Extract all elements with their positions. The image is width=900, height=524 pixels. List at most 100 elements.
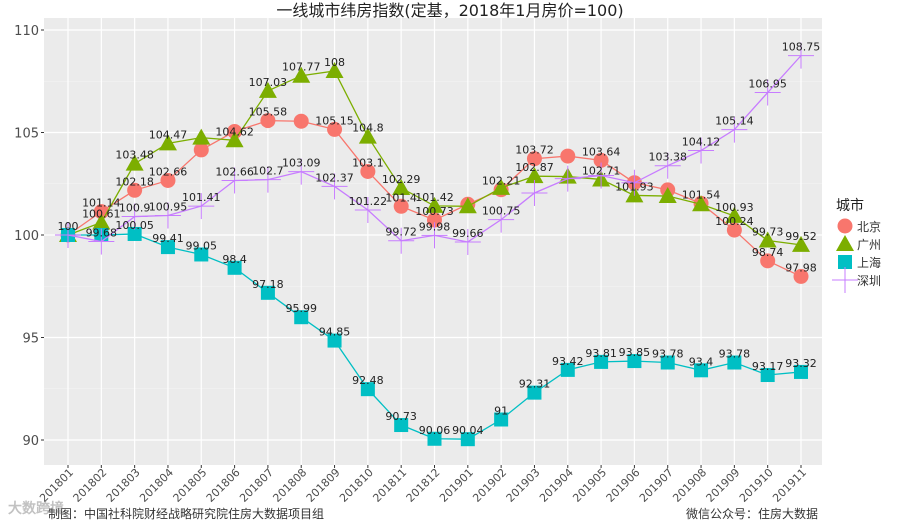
data-point (727, 355, 742, 370)
data-point (193, 142, 209, 158)
x-tick-label: 201812 (404, 466, 443, 505)
data-point (725, 206, 744, 223)
x-tick-label: 201808 (270, 466, 309, 505)
data-label: 104.47 (149, 128, 188, 141)
data-point (325, 62, 344, 78)
data-point (394, 418, 409, 433)
legend-key-circle (837, 218, 853, 234)
data-label: 99.73 (752, 226, 784, 239)
data-point (758, 231, 777, 248)
data-point (527, 385, 542, 400)
data-label: 97.98 (785, 261, 817, 274)
data-point (692, 195, 711, 212)
data-label: 103.09 (282, 157, 321, 170)
data-point (494, 412, 509, 427)
data-label: 102.29 (382, 173, 421, 186)
x-tick-label: 201805 (171, 466, 210, 505)
y-tick-label: 90 (22, 434, 39, 449)
data-label: 92.48 (352, 374, 384, 387)
data-point (127, 226, 142, 241)
x-tick-label: 201904 (537, 466, 576, 505)
data-point (327, 121, 343, 137)
data-point (292, 66, 311, 83)
x-tick-label: 201806 (204, 466, 243, 505)
data-label: 99.68 (86, 227, 118, 240)
series-square (61, 226, 808, 447)
data-label: 103.1 (352, 156, 384, 169)
data-label: 101.54 (682, 188, 721, 201)
data-label: 105.58 (249, 106, 288, 119)
data-point (227, 260, 242, 275)
data-point (658, 187, 677, 204)
data-label: 101.14 (82, 197, 121, 210)
data-label: 102.87 (515, 161, 554, 174)
data-label: 90.04 (452, 424, 484, 437)
data-point (127, 182, 143, 198)
y-tick-label: 110 (14, 24, 39, 39)
data-point (660, 355, 675, 370)
data-label: 100.73 (415, 205, 454, 218)
legend-label: 北京 (857, 220, 881, 234)
legend-label: 上海 (857, 255, 881, 270)
data-label: 98.74 (752, 246, 784, 259)
data-label: 108.75 (782, 41, 821, 54)
data-label: 100.24 (715, 215, 754, 228)
data-label: 104.12 (682, 136, 721, 149)
data-label: 93.78 (719, 348, 751, 361)
chart-title: 一线城市纬房指数(定基，2018年1月房价=100) (276, 1, 623, 20)
data-point (358, 127, 377, 144)
data-label: 90.06 (419, 424, 451, 437)
data-point (360, 382, 375, 397)
data-point (192, 128, 211, 145)
data-point (294, 310, 309, 325)
data-label: 107.77 (282, 61, 321, 74)
data-point (158, 134, 177, 151)
data-point (393, 198, 409, 214)
data-point (526, 151, 542, 167)
data-label: 101.41 (182, 191, 221, 204)
data-label: 100.61 (82, 207, 121, 220)
data-label: 100 (58, 220, 79, 233)
data-label: 103.48 (115, 149, 154, 162)
data-point (794, 364, 808, 379)
x-tick-label: 201911 (770, 466, 809, 505)
x-tick-label: 201809 (304, 466, 343, 505)
data-label: 91 (494, 405, 508, 418)
y-tick-label: 105 (14, 127, 39, 142)
y-tick-label: 100 (14, 229, 39, 244)
data-label: 106.95 (748, 78, 787, 91)
data-point (593, 152, 609, 168)
data-point (160, 172, 176, 188)
data-label: 105.14 (715, 115, 754, 128)
data-point (92, 213, 111, 230)
data-point (560, 148, 576, 164)
data-label: 95.99 (285, 302, 317, 315)
data-point (427, 431, 442, 446)
y-tick-label: 95 (22, 332, 39, 347)
x-tick-label: 201910 (737, 466, 776, 505)
x-tick-label: 201909 (704, 466, 743, 505)
legend-label: 广州 (857, 238, 881, 252)
x-tick-label: 201807 (237, 466, 276, 505)
data-point (392, 179, 411, 196)
data-label: 104.8 (352, 122, 384, 135)
x-tick-label: 201810 (337, 466, 376, 505)
data-point (194, 247, 209, 262)
data-point (293, 113, 309, 129)
data-label: 108 (324, 56, 345, 69)
data-point (560, 362, 575, 377)
data-label: 100.9 (119, 202, 151, 215)
data-label: 93.17 (752, 360, 784, 373)
data-point (760, 253, 776, 269)
data-label: 102.21 (482, 175, 521, 188)
data-label: 90.73 (385, 410, 417, 423)
data-label: 101.22 (349, 195, 388, 208)
data-label: 99.66 (452, 227, 484, 240)
data-label: 102.66 (215, 165, 254, 178)
x-tick-label: 201907 (637, 466, 676, 505)
data-point (594, 354, 609, 369)
data-label: 99.41 (152, 232, 184, 245)
data-label: 102.37 (315, 171, 354, 184)
x-tick-label: 201803 (104, 466, 143, 505)
